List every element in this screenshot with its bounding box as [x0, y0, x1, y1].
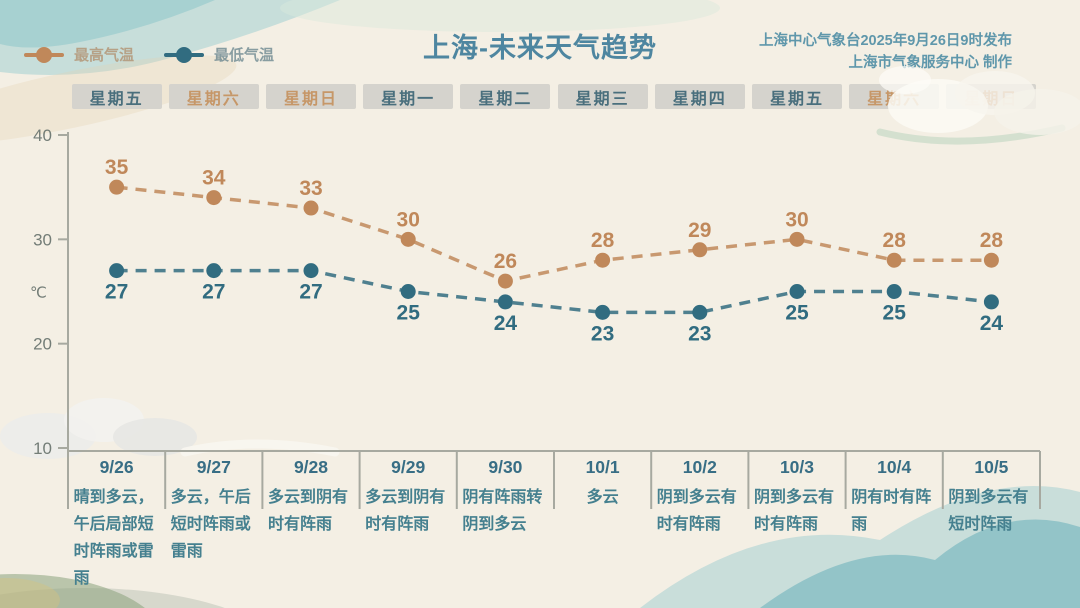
low-temp-point	[206, 263, 222, 279]
forecast-weather-text: 多云，午后短时阵雨或雷雨	[170, 489, 251, 560]
low-temp-point	[109, 263, 125, 279]
forecast-date: 10/3	[779, 457, 815, 477]
low-temp-value-label: 23	[688, 322, 711, 345]
low-temp-value-label: 25	[397, 302, 421, 325]
weekday-box-9: 星期日	[946, 84, 1037, 109]
high-temp-value-label: 30	[785, 208, 808, 231]
high-temp-point	[206, 190, 222, 206]
high-temp-value-label: 26	[494, 250, 517, 273]
high-temp-point	[692, 242, 708, 258]
y-tick-label: 30	[33, 230, 52, 249]
high-temp-point	[109, 179, 125, 195]
low-temp-point	[789, 284, 805, 299]
y-tick-label: 40	[33, 126, 52, 145]
high-temp-point	[303, 200, 319, 216]
weekday-box-6: 星期四	[654, 84, 745, 109]
forecast-weather-text: 阴有时有阵雨	[851, 489, 932, 533]
high-temp-point	[983, 252, 999, 268]
low-temp-point	[692, 304, 708, 320]
high-temp-value-label: 28	[591, 229, 615, 252]
forecast-column-4: 9/30 阴有阵雨转阴到多云	[457, 451, 554, 608]
low-temp-value-label: 27	[299, 281, 322, 304]
weekday-box-0: 星期五	[71, 84, 162, 109]
high-temp-value-label: 28	[980, 229, 1004, 252]
high-temp-point	[595, 252, 611, 268]
low-temp-value-label: 24	[980, 312, 1004, 335]
weekday-box-4: 星期二	[460, 84, 551, 109]
forecast-column-2: 9/28 多云到阴有时有阵雨	[262, 451, 359, 608]
forecast-column-8: 10/4 阴有时有阵雨	[846, 451, 943, 608]
high-temp-value-label: 33	[299, 177, 322, 200]
forecast-column-5: 10/1 多云	[554, 451, 651, 608]
low-temp-point	[497, 294, 513, 310]
low-temp-value-label: 27	[105, 281, 128, 304]
high-temp-value-label: 35	[105, 156, 129, 179]
low-temp-value-label: 25	[785, 302, 809, 325]
low-temp-value-label: 25	[883, 302, 907, 325]
high-temp-value-label: 29	[688, 219, 711, 242]
low-temp-point	[886, 284, 902, 299]
forecast-date: 9/26	[99, 457, 134, 477]
publisher-line1: 上海中心气象台2025年9月26日9时发布	[758, 33, 1012, 49]
forecast-column-3: 9/29 多云到阴有时有阵雨	[360, 451, 457, 608]
forecast-column-0: 9/26 晴到多云，午后局部短时阵雨或雷雨	[68, 451, 165, 608]
forecast-weather-text: 多云到阴有时有阵雨	[267, 489, 348, 533]
weekday-box-1: 星期六	[168, 84, 259, 109]
low-temp-value-label: 24	[494, 312, 518, 335]
forecast-weather-text: 晴到多云，午后局部短时阵雨或雷雨	[73, 489, 154, 587]
publisher-line2: 上海市气象服务中心 制作	[848, 55, 1012, 71]
forecast-column-6: 10/2 阴到多云有时有阵雨	[651, 451, 748, 608]
low-temp-point	[400, 284, 416, 299]
weekday-box-8: 星期六	[849, 84, 940, 109]
forecast-date: 9/28	[293, 457, 329, 477]
forecast-weather-text: 多云到阴有时有阵雨	[365, 489, 446, 533]
forecast-weather-text: 阴到多云有短时阵雨	[948, 489, 1029, 533]
forecast-weather-text: 多云	[586, 489, 619, 506]
weekday-box-2: 星期日	[266, 84, 356, 109]
forecast-date: 9/27	[196, 457, 231, 477]
weekday-header-row: 星期五 星期六 星期日 星期一 星期二 星期三 星期四 星期五 星期六 星期日	[0, 84, 1080, 109]
high-temp-point	[497, 273, 513, 289]
high-temp-point	[400, 231, 416, 247]
low-temp-point	[595, 304, 611, 320]
high-temp-value-label: 34	[202, 167, 226, 190]
low-temp-value-label: 23	[591, 322, 614, 345]
forecast-date: 10/1	[585, 457, 620, 477]
low-temp-line	[116, 268, 992, 315]
forecast-date: 10/4	[877, 457, 912, 477]
high-temp-value-label: 30	[397, 208, 420, 231]
y-axis-unit-label: ℃	[30, 285, 47, 302]
forecast-table: 9/26 晴到多云，午后局部短时阵雨或雷雨 9/27 多云，午后短时阵雨或雷雨 9/28…	[0, 451, 1080, 608]
high-temp-value-label: 28	[883, 229, 907, 252]
forecast-weather-text: 阴到多云有时有阵雨	[656, 489, 737, 533]
forecast-date: 9/30	[488, 457, 523, 477]
y-tick-label: 20	[33, 335, 52, 354]
forecast-column-9: 10/5 阴到多云有短时阵雨	[943, 451, 1040, 608]
forecast-date: 9/29	[391, 457, 426, 477]
forecast-date: 10/2	[682, 457, 717, 477]
low-temp-value-label: 27	[202, 281, 225, 304]
forecast-column-7: 10/3 阴到多云有时有阵雨	[748, 451, 845, 608]
high-temp-line	[116, 185, 992, 283]
weekday-box-5: 星期三	[557, 84, 648, 109]
page-title: 上海-未来天气趋势	[423, 33, 657, 63]
forecast-weather-text: 阴有阵雨转阴到多云	[462, 489, 543, 533]
gray-cloud	[64, 398, 144, 442]
publisher-info: 上海中心气象台2025年9月26日9时发布 上海市气象服务中心 制作	[759, 30, 1012, 74]
weekday-box-7: 星期五	[752, 84, 842, 109]
forecast-column-1: 9/27 多云，午后短时阵雨或雷雨	[165, 451, 262, 608]
low-temp-point	[983, 294, 999, 310]
low-temp-point	[303, 263, 319, 279]
weekday-box-3: 星期一	[363, 84, 454, 109]
forecast-date: 10/5	[974, 457, 1009, 477]
high-temp-point	[886, 252, 902, 268]
green-cloud-underline	[876, 124, 1066, 145]
high-temp-point	[789, 231, 805, 247]
forecast-weather-text: 阴到多云有时有阵雨	[753, 489, 834, 533]
